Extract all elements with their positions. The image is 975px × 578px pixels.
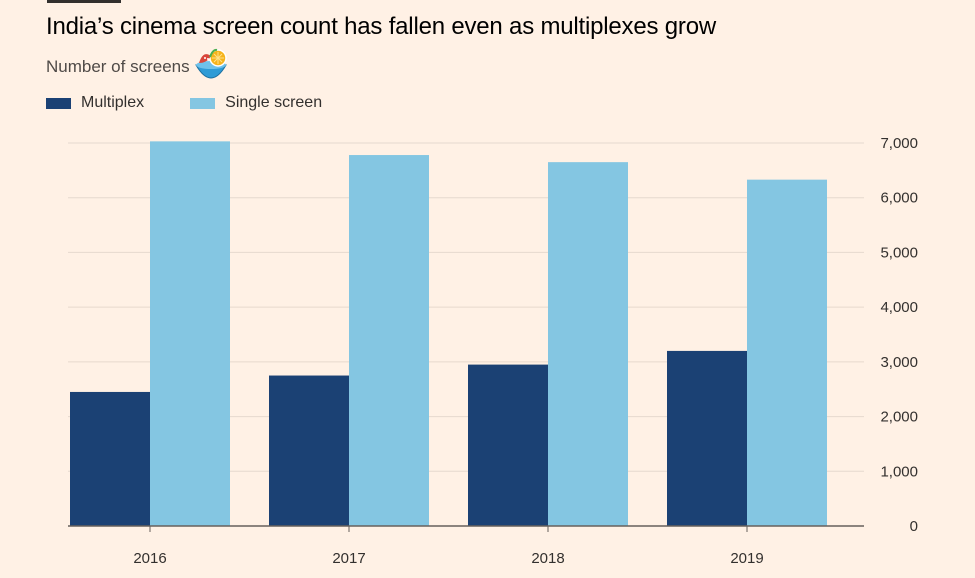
- fruit-bowl-icon: [195, 48, 227, 79]
- legend-item-single-screen: Single screen: [190, 94, 322, 112]
- x-tick-label: 2019: [730, 550, 763, 567]
- x-tick-label: 2016: [133, 550, 166, 567]
- legend-swatch-multiplex: [46, 97, 71, 109]
- y-tick-label: 3,000: [880, 354, 918, 371]
- y-tick-label: 4,000: [880, 299, 918, 316]
- header-rule: [47, 0, 121, 3]
- x-tick-label: 2017: [332, 550, 365, 567]
- legend-label-multiplex: Multiplex: [81, 94, 145, 111]
- bar-multiplex-2018: [468, 364, 548, 526]
- bar-multiplex-2019: [667, 350, 747, 526]
- y-tick-label: 2,000: [880, 409, 918, 426]
- chart-title: India’s cinema screen count has fallen e…: [46, 13, 716, 40]
- legend-swatch-single-screen: [190, 97, 216, 109]
- y-tick-label: 0: [910, 518, 918, 535]
- bar-single-screen-2018: [548, 162, 628, 526]
- y-tick-label: 7,000: [880, 135, 918, 152]
- x-tick-label: 2018: [531, 550, 564, 567]
- y-tick-label: 6,000: [880, 190, 918, 207]
- legend-label-single-screen: Single screen: [225, 94, 323, 111]
- bar-multiplex-2017: [269, 375, 349, 526]
- legend: Multiplex Single screen: [46, 93, 368, 113]
- y-tick-label: 1,000: [880, 463, 918, 480]
- y-tick-label: 5,000: [880, 244, 918, 261]
- chart-subtitle: Number of screens: [46, 57, 190, 76]
- bar-single-screen-2016: [150, 141, 230, 526]
- bar-multiplex-2016: [70, 391, 150, 526]
- legend-item-multiplex: Multiplex: [46, 94, 144, 112]
- bar-single-screen-2017: [349, 155, 429, 526]
- bar-single-screen-2019: [747, 179, 827, 526]
